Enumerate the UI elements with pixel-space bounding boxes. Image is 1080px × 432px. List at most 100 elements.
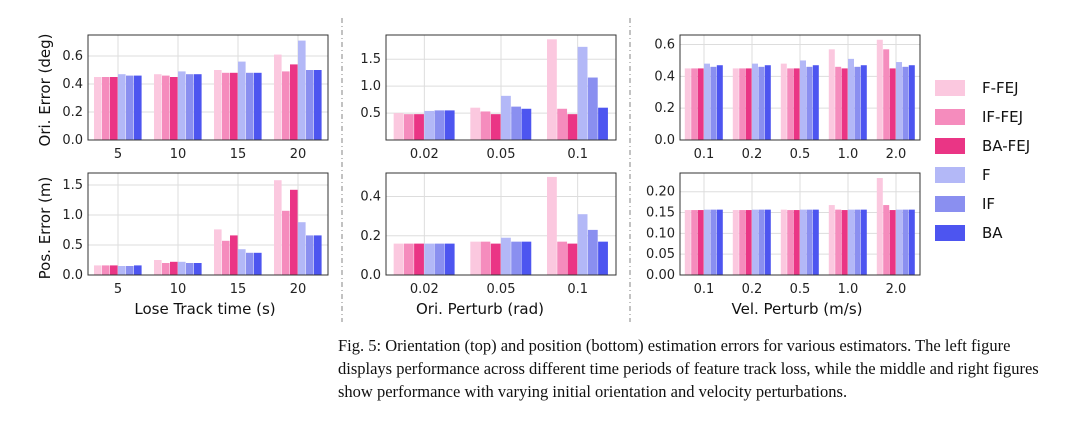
y-tick-label: 0.4: [654, 69, 675, 84]
bar-f-fej: [547, 39, 557, 140]
chart-panels: 0.00.20.40.65 10 15 200.51.01.50.02 0.05 0.10…: [62, 34, 921, 297]
x-axis-label-right: Vel. Perturb (m/s): [732, 300, 863, 318]
bar-ba: [314, 235, 322, 275]
bar-f: [896, 62, 902, 140]
bar-ba-fej: [490, 243, 501, 275]
bar-ba-fej: [290, 64, 298, 140]
bar-if: [126, 266, 134, 275]
legend-label-ba-fej: BA-FEJ: [982, 137, 1030, 155]
y-tick-label: 0.2: [62, 105, 83, 120]
y-tick-label: 0.0: [654, 133, 675, 148]
bar-ba-fej: [841, 68, 848, 140]
bar-if: [806, 66, 813, 140]
y-axis-label-bottom: Pos. Error (m): [36, 177, 54, 280]
bar-ba-fej: [889, 210, 896, 275]
legend-swatch-ba-fej: [935, 138, 965, 154]
bar-ba: [764, 65, 771, 140]
bar-f: [848, 209, 854, 275]
bar-f-fej: [470, 107, 481, 140]
bar-if-fej: [739, 210, 746, 275]
x-tick-label: 20: [290, 282, 307, 297]
legend-label-if-fej: IF-FEJ: [982, 108, 1023, 126]
bar-f: [238, 249, 246, 275]
plot-frame: [679, 34, 921, 141]
bar-ba-fej: [697, 68, 704, 140]
bar-f: [424, 110, 435, 140]
bar-if: [806, 209, 813, 275]
x-axis-label-left: Lose Track time (s): [134, 300, 275, 318]
bar-f: [752, 63, 758, 140]
y-tick-label: 0.6: [62, 49, 83, 64]
bar-ba: [444, 243, 455, 275]
bar-f-fej: [828, 205, 835, 275]
legend-swatch-if: [935, 196, 965, 212]
x-tick-label: 0.5: [790, 282, 811, 297]
bar-f: [577, 46, 588, 140]
bar-f-fej: [732, 210, 739, 275]
y-tick-label: 0.05: [646, 247, 675, 262]
bar-if: [511, 106, 522, 140]
bar-ba: [860, 65, 867, 140]
bar-ba: [194, 263, 202, 275]
x-tick-label: 5: [114, 147, 122, 162]
bar-f-fej: [876, 177, 883, 275]
bar-ba: [444, 110, 455, 140]
y-tick-label: 0.0: [62, 133, 83, 148]
bar-ba: [521, 241, 532, 275]
x-tick-label: 0.2: [742, 282, 763, 297]
bar-ba: [764, 209, 771, 275]
bar-f-fej: [393, 243, 404, 275]
chart-panel-top-left: 0.0 0.2 0.4 0.6 5 10 15 20: [62, 34, 329, 162]
plot-frame: [385, 34, 617, 141]
bar-f: [848, 58, 854, 141]
bar-if: [246, 72, 254, 140]
bar-f-fej: [154, 260, 162, 275]
x-tick-label: 2.0: [886, 147, 907, 162]
bar-if: [434, 110, 445, 140]
legend: F-FEJ IF-FEJ BA-FEJ F IF BA: [935, 79, 1030, 242]
legend-label-if: IF: [982, 195, 995, 213]
y-tick-label: 1.0: [360, 79, 381, 94]
x-tick-label: 0.1: [694, 282, 715, 297]
bar-ba: [716, 209, 723, 275]
y-tick-label: 1.5: [360, 52, 381, 67]
figure-5-bar-charts: 0.00.20.40.65 10 15 200.51.01.50.02 0.05 0.10…: [36, 18, 1030, 322]
bar-f: [800, 209, 806, 275]
bar-if-fej: [403, 114, 414, 140]
bar-if-fej: [691, 68, 698, 140]
y-tick-label: 1.5: [62, 178, 83, 193]
bar-f-fej: [154, 74, 162, 140]
bar-if: [587, 229, 598, 275]
bar-f-fej: [94, 265, 102, 275]
bar-ba: [908, 209, 915, 275]
bar-f-fej: [828, 49, 835, 141]
bar-if: [902, 209, 909, 275]
legend-swatch-f: [935, 167, 965, 183]
bar-ba-fej: [110, 77, 118, 140]
bar-ba-fej: [793, 68, 800, 140]
bar-if: [246, 252, 254, 275]
bar-if: [306, 235, 314, 275]
bar-if-fej: [883, 205, 890, 275]
bar-f: [704, 209, 710, 275]
bar-if-fej: [162, 75, 170, 140]
x-tick-label: 0.05: [487, 147, 516, 162]
x-tick-label: 0.05: [487, 282, 516, 297]
bar-ba-fej: [170, 77, 178, 140]
bar-ba: [194, 74, 202, 140]
bar-f-fej: [470, 241, 481, 275]
bar-ba-fej: [230, 72, 238, 140]
bar-f-fej: [780, 209, 787, 275]
bar-if: [902, 66, 909, 140]
bar-f-fej: [780, 63, 787, 140]
bar-f: [238, 61, 246, 140]
x-tick-label: 1.0: [838, 147, 859, 162]
bar-if-fej: [480, 111, 491, 140]
bar-ba: [521, 108, 532, 140]
bar-if-fej: [222, 240, 230, 275]
bar-if: [758, 66, 765, 140]
bar-if-fej: [403, 243, 414, 275]
bar-if: [306, 70, 314, 140]
bar-if-fej: [835, 66, 842, 140]
bar-if: [186, 263, 194, 275]
